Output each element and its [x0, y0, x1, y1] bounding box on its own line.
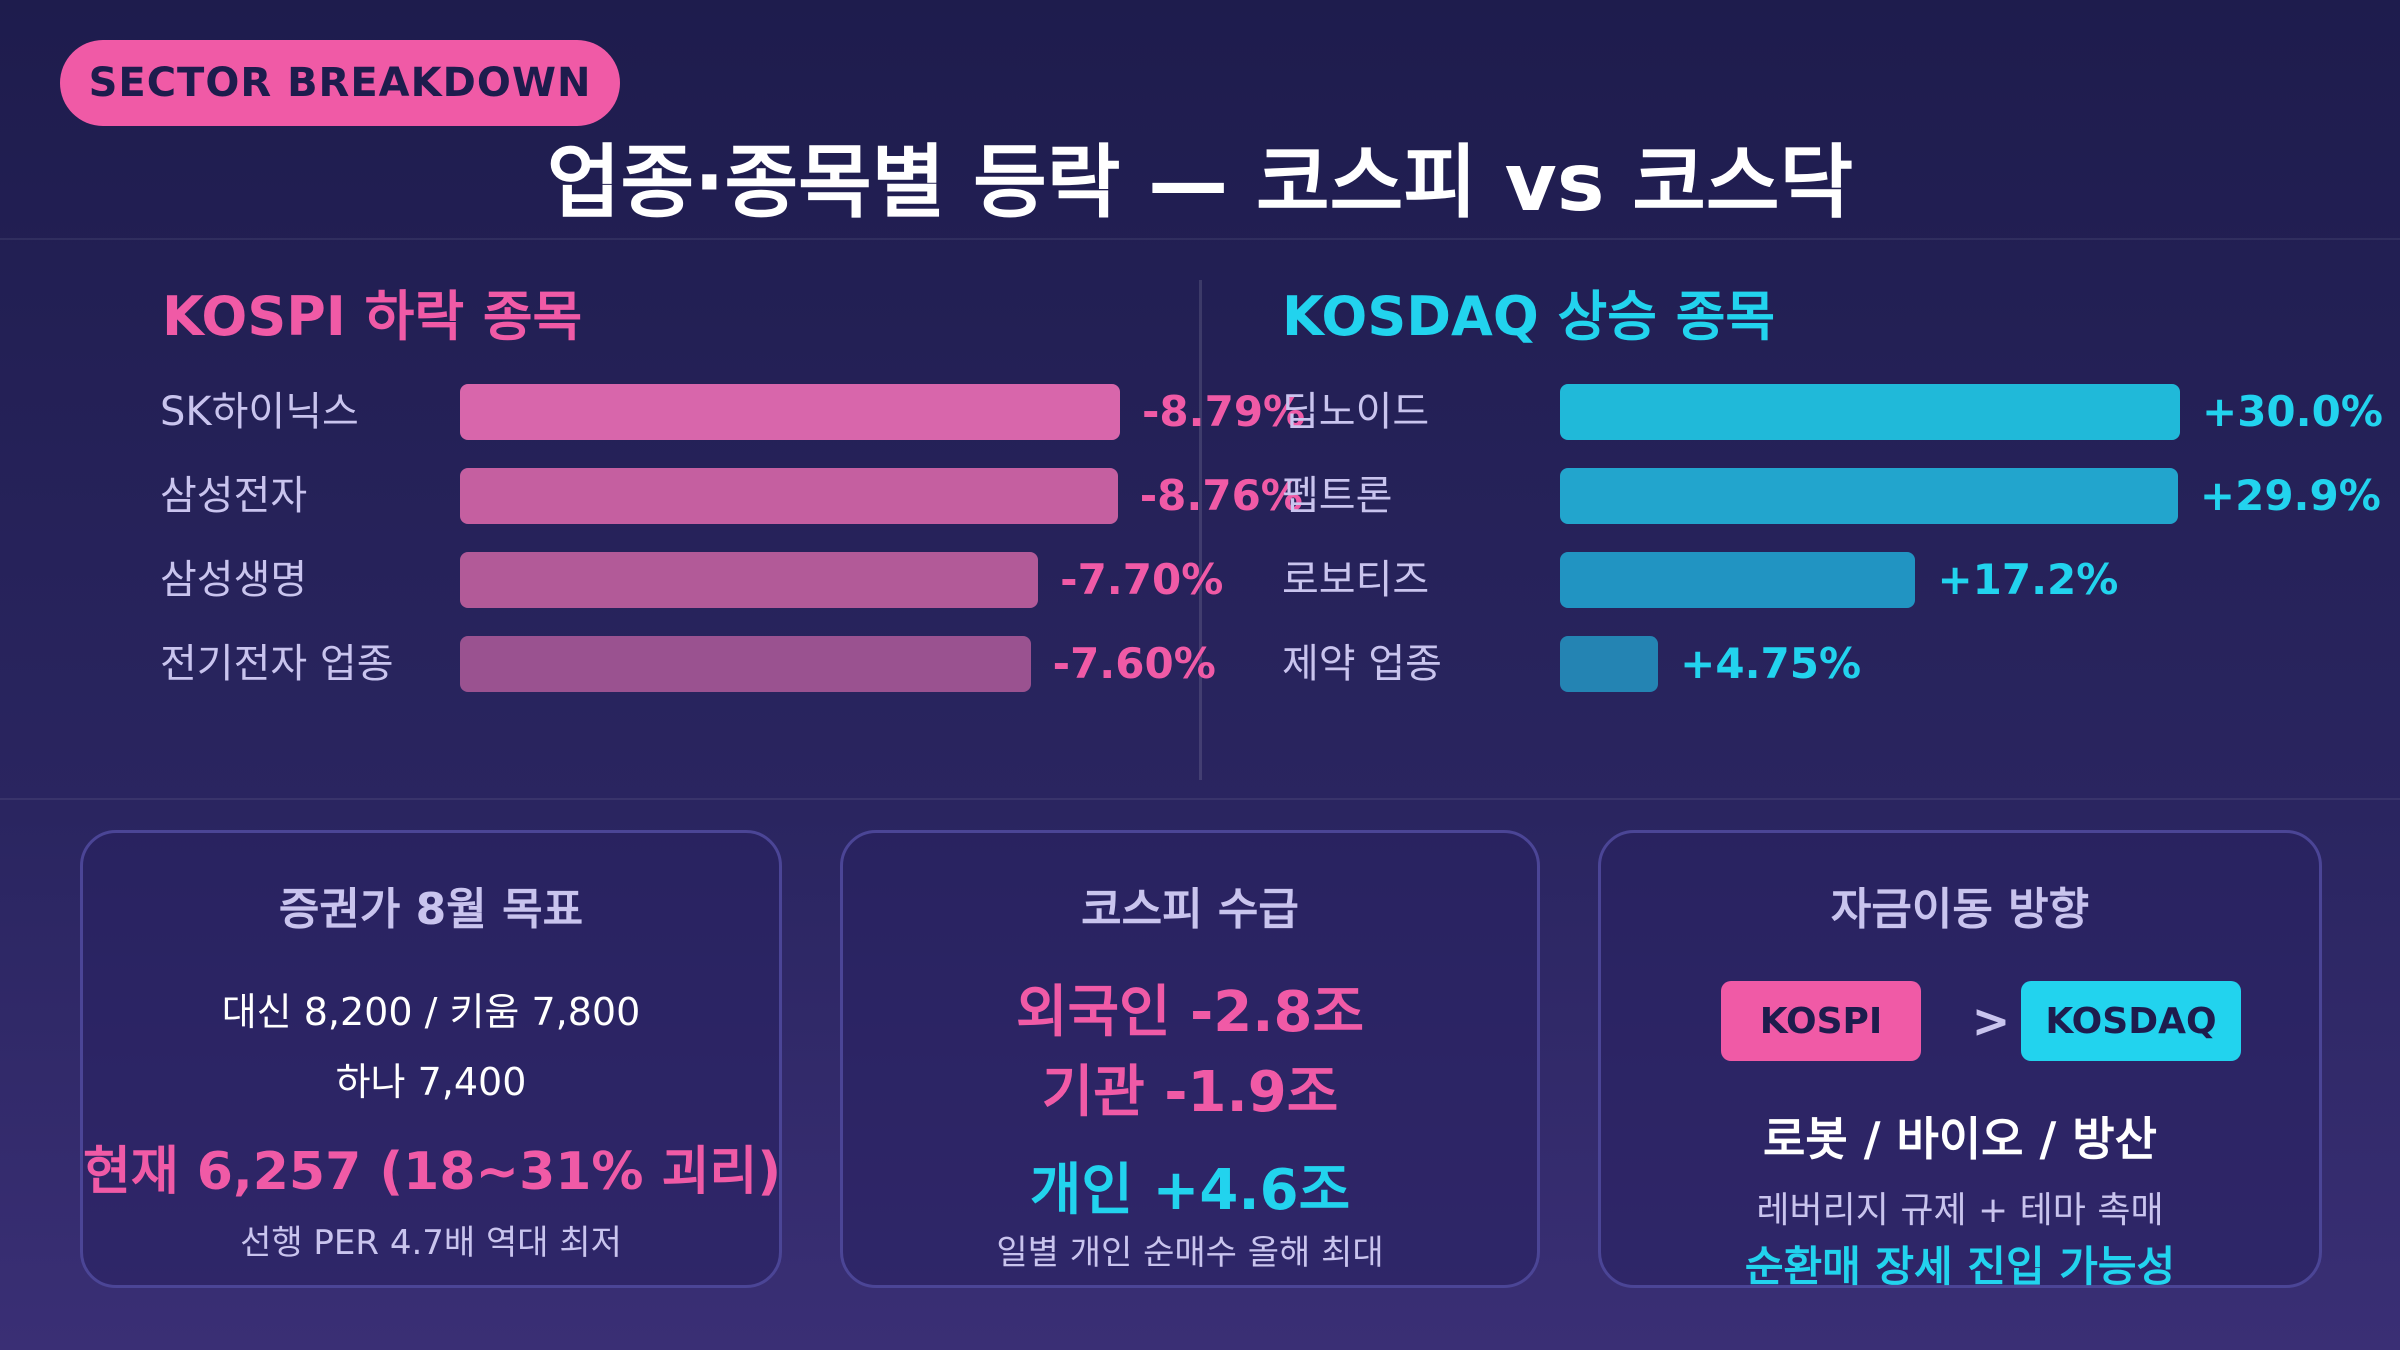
greater-than-operator: > [1971, 994, 2011, 1048]
target-card-title: 증권가 8월 목표 [278, 884, 584, 935]
kospi-value-label: -7.60% [1052, 639, 1216, 688]
broker-targets-line2: 하나 7,400 [335, 1060, 527, 1104]
individual-flow: 개인 +4.6조 [1029, 1158, 1351, 1223]
kosdaq-category-label: 로보티즈 [1282, 557, 1430, 603]
direction-card-title: 자금이동 방향 [1830, 884, 2090, 935]
kospi-bar [460, 636, 1031, 692]
broker-targets-line1: 대신 8,200 / 키움 7,800 [221, 990, 641, 1034]
kosdaq-value-label: +17.2% [1937, 555, 2119, 604]
kosdaq-category-label: 펩트론 [1282, 473, 1393, 519]
foreign-flow: 외국인 -2.8조 [1015, 980, 1365, 1045]
flow-note: 일별 개인 순매수 올해 최대 [996, 1233, 1384, 1273]
kospi-chart-title: KOSPI 하락 종목 [162, 285, 583, 348]
kospi-pill: KOSPI [1721, 981, 1921, 1061]
kosdaq-chart-title: KOSDAQ 상승 종목 [1282, 285, 1776, 348]
kosdaq-bar [1560, 384, 2180, 440]
per-note: 선행 PER 4.7배 역대 최저 [240, 1223, 622, 1263]
top-divider [0, 238, 2400, 240]
kospi-value-label: -8.76% [1139, 471, 1303, 520]
flow-card: 코스피 수급 외국인 -2.8조 기관 -1.9조 개인 +4.6조 일별 개인… [840, 830, 1540, 1288]
institution-flow: 기관 -1.9조 [1041, 1060, 1339, 1125]
kosdaq-bar [1560, 636, 1659, 692]
kosdaq-category-label: 딥노이드 [1282, 389, 1430, 435]
page-title: 업종·종목별 등락 — 코스피 vs 코스닥 [546, 136, 1854, 229]
current-index-gap: 현재 6,257 (18~31% 괴리) [83, 1142, 782, 1202]
kosdaq-value-label: +30.0% [2202, 387, 2383, 436]
theme-sectors: 로봇 / 바이오 / 방산 [1763, 1112, 2157, 1166]
kospi-bar [460, 384, 1120, 440]
flow-card-title: 코스피 수급 [1081, 884, 1299, 935]
direction-card: 자금이동 방향 KOSPI > KOSDAQ 로봇 / 바이오 / 방산 레버리… [1598, 830, 2322, 1291]
bottom-divider [0, 798, 2400, 800]
kosdaq-bar [1560, 468, 2178, 524]
rotation-conclusion: 순환매 장세 진입 가능성 [1744, 1242, 2176, 1291]
kospi-value-label: -7.70% [1060, 555, 1224, 604]
kospi-bar [460, 552, 1039, 608]
catalyst-note: 레버리지 규제 + 테마 촉매 [1756, 1190, 2164, 1231]
panel-divider [1199, 280, 1202, 780]
kosdaq-value-label: +4.75% [1680, 639, 1862, 688]
kosdaq-category-label: 제약 업종 [1282, 641, 1442, 687]
kospi-value-label: -8.79% [1142, 387, 1306, 436]
kospi-bar [460, 468, 1118, 524]
kosdaq-bar [1560, 552, 1916, 608]
kosdaq-value-label: +29.9% [2199, 471, 2381, 520]
kospi-category-label: 삼성전자 [160, 473, 308, 519]
target-card: 증권가 8월 목표 대신 8,200 / 키움 7,800 하나 7,400 현… [80, 830, 782, 1288]
kosdaq-pill: KOSDAQ [2021, 981, 2241, 1061]
kospi-category-label: 전기전자 업종 [160, 641, 394, 687]
section-badge: SECTOR BREAKDOWN [60, 40, 620, 126]
kospi-category-label: SK하이닉스 [160, 389, 359, 435]
kospi-category-label: 삼성생명 [160, 557, 308, 603]
